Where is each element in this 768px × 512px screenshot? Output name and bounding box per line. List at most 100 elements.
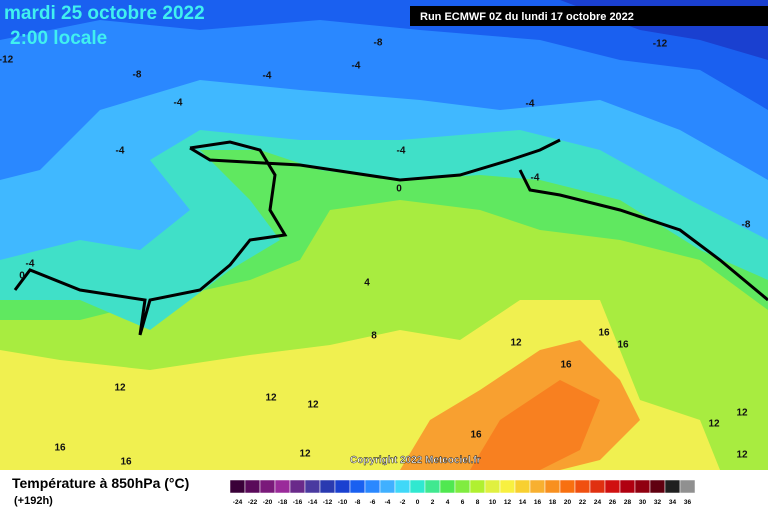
run-label: Run ECMWF 0Z du lundi 17 octobre 2022 xyxy=(420,11,634,23)
contour-label: -4 xyxy=(352,61,361,72)
colorbar-cell xyxy=(484,479,501,494)
colorbar-cell xyxy=(529,479,546,494)
colorbar-label: -10 xyxy=(338,499,348,506)
colorbar-label: 34 xyxy=(669,499,677,506)
colorbar-label: 16 xyxy=(534,499,542,506)
colorbar-label: 14 xyxy=(519,499,527,506)
contour-label: -8 xyxy=(742,220,751,231)
contour-label: -4 xyxy=(263,71,272,82)
colorbar-label: 12 xyxy=(504,499,512,506)
contour-label: 8 xyxy=(371,331,377,342)
colorbar-cell xyxy=(634,479,651,494)
colorbar-cell xyxy=(679,479,696,494)
contour-label: -8 xyxy=(374,38,383,49)
colorbar-label: -16 xyxy=(293,499,303,506)
colorbar-cell xyxy=(499,479,516,494)
colorbar-cell xyxy=(574,479,591,494)
colorbar-label: 20 xyxy=(564,499,572,506)
colorbar-cell xyxy=(229,479,246,494)
contour-label: -4 xyxy=(174,98,183,109)
contour-label: 16 xyxy=(560,360,572,371)
time-label: 2:00 locale xyxy=(10,28,107,49)
colorbar-cell xyxy=(334,479,351,494)
contour-label: 12 xyxy=(736,450,748,461)
colorbar-cell xyxy=(544,479,561,494)
colorbar-cell xyxy=(514,479,531,494)
colorbar-cell xyxy=(394,479,411,494)
colorbar-cell xyxy=(379,479,396,494)
colorbar-cell xyxy=(424,479,441,494)
colorbar-cell xyxy=(274,479,291,494)
colorbar-cell xyxy=(649,479,666,494)
colorbar-label: 22 xyxy=(579,499,587,506)
colorbar-cell xyxy=(454,479,471,494)
colorbar-label: -24 xyxy=(233,499,243,506)
contour-label: 12 xyxy=(299,449,311,460)
run-banner xyxy=(410,6,768,26)
colorbar-label: 24 xyxy=(594,499,602,506)
colorbar-label: 6 xyxy=(461,499,465,506)
contour-label: 12 xyxy=(307,400,319,411)
lead-time: (+192h) xyxy=(14,495,53,507)
colorbar-cell xyxy=(304,479,321,494)
colorbar-label: 28 xyxy=(624,499,632,506)
colorbar-label: -4 xyxy=(385,499,391,506)
contour-label: 12 xyxy=(510,338,522,349)
zone-darkorange xyxy=(470,380,600,470)
colorbar-label: 18 xyxy=(549,499,557,506)
colorbar-cell xyxy=(349,479,366,494)
colorbar-cell xyxy=(439,479,456,494)
contour-label: -4 xyxy=(526,99,535,110)
contour-label: 12 xyxy=(265,393,277,404)
contour-label: 0 xyxy=(19,271,25,282)
colorbar-label: -8 xyxy=(355,499,361,506)
colorbar-label: 4 xyxy=(446,499,450,506)
contour-label: -8 xyxy=(133,70,142,81)
colorbar-cell xyxy=(289,479,306,494)
colorbar-label: -18 xyxy=(278,499,288,506)
contour-label: 16 xyxy=(598,328,610,339)
legend-title: Température à 850hPa (°C) xyxy=(12,475,189,491)
contour-label: -4 xyxy=(531,173,540,184)
colorbar-label: 8 xyxy=(476,499,480,506)
contour-label: -4 xyxy=(397,146,406,157)
colorbar-label: 10 xyxy=(489,499,497,506)
colorbar-label: 26 xyxy=(609,499,617,506)
colorbar-cell xyxy=(589,479,606,494)
contour-label: -12 xyxy=(653,39,668,50)
zone-darkblue xyxy=(0,0,768,110)
contour-label: 12 xyxy=(708,419,720,430)
colorbar-label: -12 xyxy=(323,499,333,506)
colorbar-label: -2 xyxy=(400,499,406,506)
colorbar-cell xyxy=(319,479,336,494)
colorbar-label: -14 xyxy=(308,499,318,506)
colorbar-label: 36 xyxy=(684,499,692,506)
colorbar-cell xyxy=(559,479,576,494)
contour-label: 12 xyxy=(114,383,126,394)
colorbar-cell xyxy=(409,479,426,494)
colorbar-label: 32 xyxy=(654,499,662,506)
contour-label: 16 xyxy=(617,340,629,351)
zero-contour xyxy=(13,138,768,336)
colorbar-cell xyxy=(364,479,381,494)
contour-label: -4 xyxy=(26,259,35,270)
colorbar-cell xyxy=(259,479,276,494)
contour-label: -4 xyxy=(116,146,125,157)
contour-label: 16 xyxy=(120,457,132,468)
colorbar-cell xyxy=(604,479,621,494)
colorbar-cell xyxy=(244,479,261,494)
colorbar-label: -6 xyxy=(370,499,376,506)
colorbar-label: -20 xyxy=(263,499,273,506)
colorbar-label: -22 xyxy=(248,499,258,506)
contour-label: 16 xyxy=(470,430,482,441)
copyright: Copyright 2022 Meteociel.fr xyxy=(350,455,481,466)
colorbar-cell xyxy=(664,479,681,494)
contour-label: -12 xyxy=(0,55,14,66)
colorbar-cell xyxy=(619,479,636,494)
colorbar-label: 0 xyxy=(416,499,420,506)
colorbar-cell xyxy=(469,479,486,494)
contour-label: 16 xyxy=(54,443,66,454)
contour-label: 0 xyxy=(396,184,402,195)
colorbar-label: 2 xyxy=(431,499,435,506)
